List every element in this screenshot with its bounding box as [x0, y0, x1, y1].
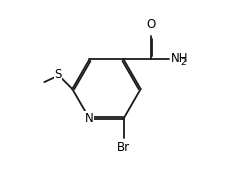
Text: NH: NH [171, 52, 188, 65]
Text: S: S [54, 68, 62, 81]
Text: 2: 2 [180, 58, 186, 67]
Text: N: N [85, 112, 94, 125]
Text: Br: Br [117, 141, 130, 154]
Text: O: O [146, 18, 155, 31]
